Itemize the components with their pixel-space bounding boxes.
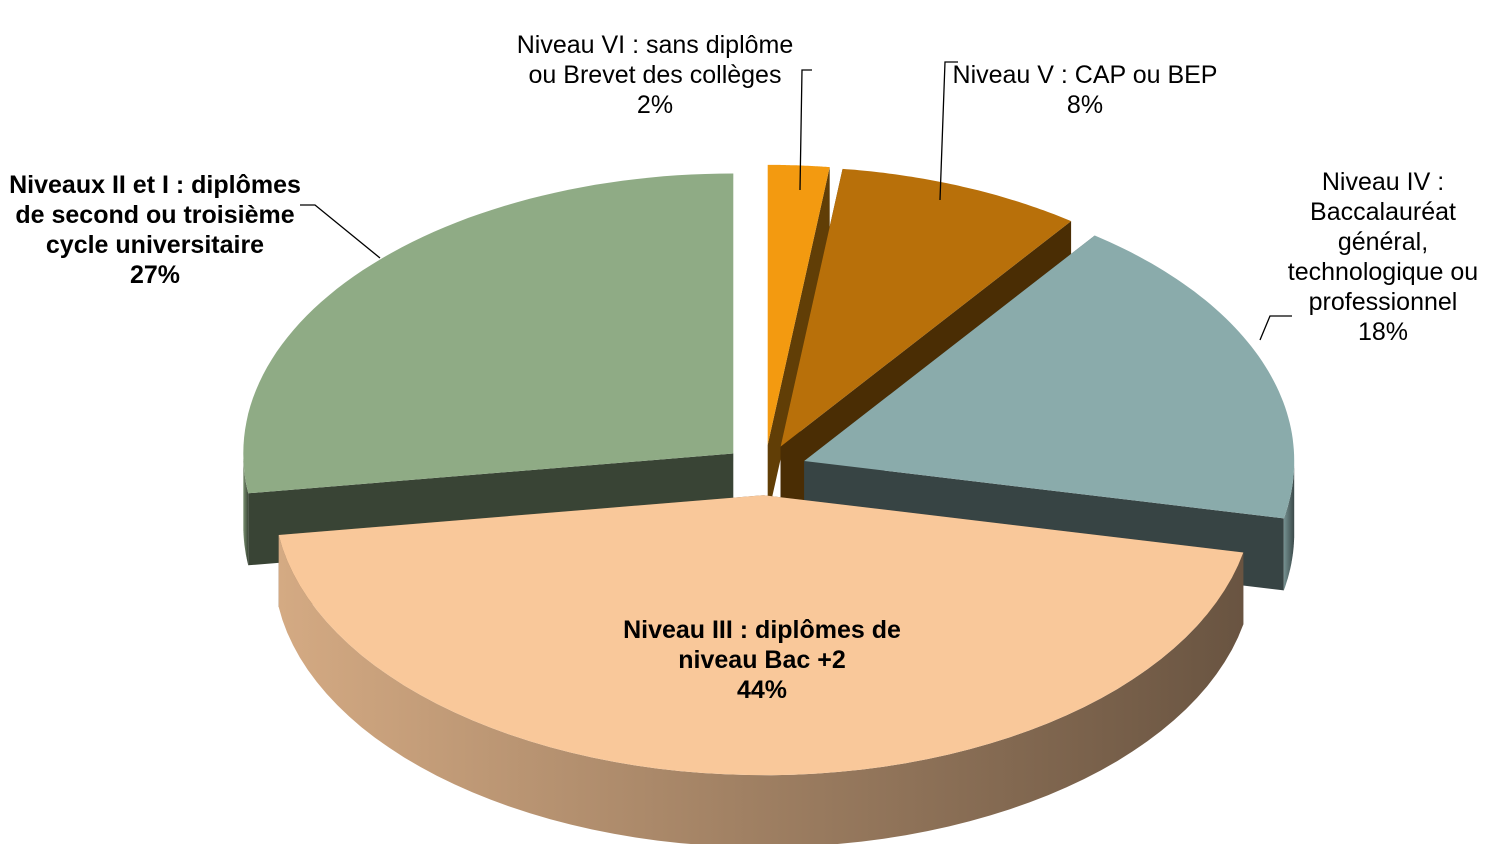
- slice: [278, 495, 1244, 776]
- data-label: Niveaux II et I : diplômes de second ou …: [5, 170, 305, 290]
- slice: [767, 164, 830, 445]
- leader-line: [799, 69, 812, 191]
- category-label: Niveau III : diplômes de niveau Bac +2: [623, 616, 901, 674]
- leader-line: [1259, 315, 1292, 341]
- category-label: Niveau VI : sans diplôme ou Brevet des c…: [516, 31, 794, 89]
- category-label: Niveau V : CAP ou BEP: [952, 61, 1218, 89]
- value-label: 27%: [129, 261, 181, 289]
- data-label: Niveau V : CAP ou BEP 8%: [950, 60, 1220, 120]
- slice: [780, 168, 1072, 447]
- category-label: Niveau IV : Baccalauréat général, techno…: [1287, 168, 1479, 316]
- leader-line: [300, 204, 381, 259]
- data-label: Niveau VI : sans diplôme ou Brevet des c…: [505, 30, 805, 120]
- slice-side: [243, 453, 249, 566]
- slice-edge: [767, 167, 830, 517]
- slice: [804, 235, 1295, 519]
- category-label: Niveaux II et I : diplômes de second ou …: [9, 171, 301, 259]
- data-label: Niveau III : diplômes de niveau Bac +2 44…: [592, 615, 932, 705]
- value-label: 8%: [1066, 91, 1104, 119]
- slice-side: [278, 535, 1244, 844]
- slice-side: [1283, 461, 1295, 591]
- slice: [243, 173, 734, 494]
- data-label: Niveau IV : Baccalauréat général, techno…: [1268, 167, 1496, 347]
- value-label: 2%: [636, 91, 674, 119]
- value-label: 44%: [736, 676, 788, 704]
- value-label: 18%: [1357, 318, 1409, 346]
- leader-line: [939, 61, 958, 201]
